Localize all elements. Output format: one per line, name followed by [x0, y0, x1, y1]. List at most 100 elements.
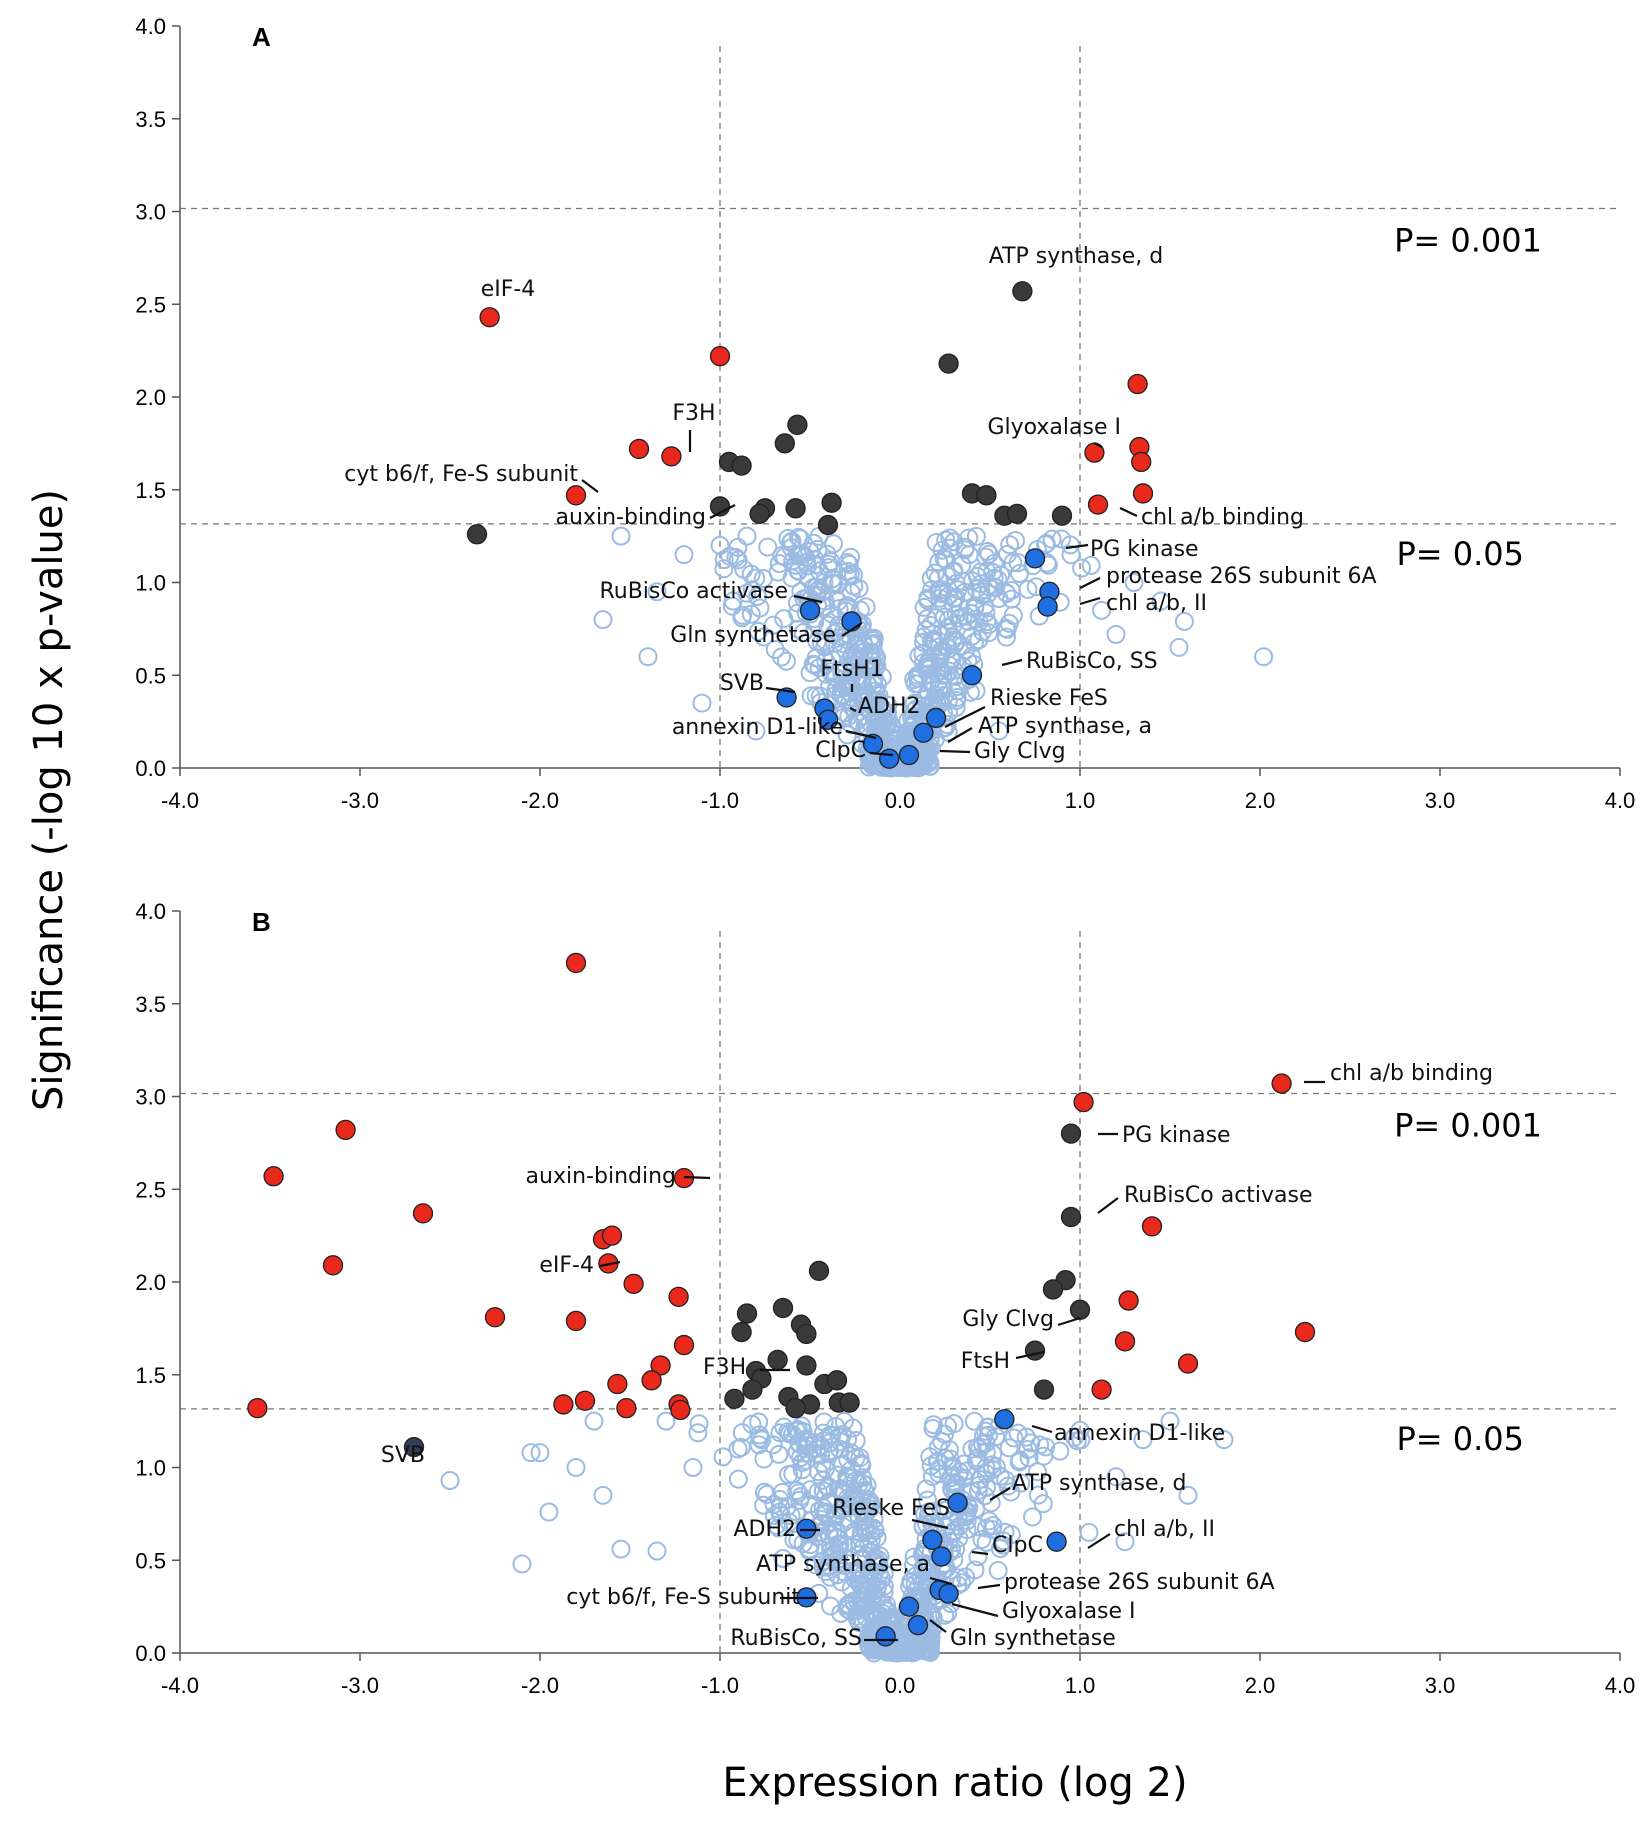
point-significant-other: [731, 455, 752, 476]
cloud-point: [936, 637, 956, 657]
annotation-labels: eIF-4 F3H cyt b6/f, Fe-S subunit auxin-bind…: [344, 244, 1376, 764]
cloud-point: [918, 652, 938, 672]
series-upregulated-significant: [247, 952, 1316, 1421]
point-significant-other: [1060, 1206, 1082, 1228]
point-upregulated-significant: [709, 346, 731, 367]
panel-letter: A: [252, 22, 271, 52]
point-upregulated-significant: [335, 1119, 356, 1141]
cloud-point: [826, 1416, 846, 1436]
cloud-point: [821, 1596, 841, 1616]
x-tick-label: -2.0: [521, 1673, 559, 1698]
cloud-point: [838, 1450, 858, 1470]
point-upregulated-significant: [247, 1397, 268, 1419]
cloud-point: [750, 1428, 770, 1448]
protein-label: SVB: [720, 671, 764, 696]
x-tick-label: 0.0: [885, 1673, 916, 1698]
cloud-point: [979, 1511, 999, 1531]
protein-label: SVB: [381, 1443, 425, 1468]
cloud-point: [692, 693, 712, 713]
cloud-point: [822, 649, 842, 669]
point-upregulated-significant: [1132, 483, 1154, 504]
cloud-point: [789, 1483, 809, 1503]
cloud-point: [769, 554, 789, 574]
cloud-point: [851, 1453, 871, 1473]
cloud-point: [683, 1458, 703, 1477]
protein-label: FtsH1: [820, 657, 883, 682]
protein-label: ADH2: [858, 694, 921, 719]
leader-line: [1093, 442, 1103, 448]
cloud-point: [728, 1439, 748, 1459]
point-upregulated-significant: [1114, 1331, 1136, 1352]
cloud-point: [837, 1472, 857, 1492]
series-upregulated-significant: [479, 307, 1154, 515]
point-upregulated-significant: [668, 1286, 689, 1307]
point-upregulated-significant: [1177, 1353, 1199, 1374]
cloud-point: [1071, 1430, 1091, 1450]
leader-line: [683, 1175, 711, 1180]
y-tick-label: 0.5: [135, 663, 166, 688]
protein-label: F3H: [672, 401, 715, 426]
cloud-point: [918, 588, 938, 608]
point-upregulated-significant: [623, 1273, 644, 1295]
cloud-point: [1115, 1532, 1135, 1552]
point-highlighted: [994, 1409, 1015, 1430]
y-tick-label: 1.0: [135, 1456, 166, 1481]
cloud-point: [811, 633, 831, 653]
cloud-point: [539, 1502, 559, 1522]
cloud-point: [713, 1447, 733, 1467]
point-upregulated-significant: [484, 1307, 506, 1328]
leader-line: [1079, 596, 1101, 606]
cloud-point: [521, 1443, 541, 1463]
cloud-point: [813, 1551, 833, 1571]
cloud-point: [962, 571, 982, 591]
leader-line: [947, 727, 973, 743]
p001-label: P= 0.001: [1394, 1107, 1542, 1145]
point-significant-other: [821, 492, 842, 513]
cloud-point: [949, 608, 969, 628]
cloud-point: [952, 636, 972, 656]
point-upregulated-significant: [322, 1255, 344, 1276]
point-highlighted: [961, 665, 983, 686]
cloud-point: [741, 604, 761, 624]
cloud-point: [819, 1444, 839, 1464]
cloud-point: [930, 647, 950, 667]
cloud-point: [737, 526, 757, 546]
leader-line: [977, 1583, 1001, 1590]
x-axis-title: Expression ratio (log 2): [722, 1760, 1187, 1806]
cloud-point: [829, 1427, 849, 1447]
point-significant-other: [817, 514, 839, 536]
cloud-point: [863, 670, 883, 690]
point-significant-other: [736, 1303, 758, 1324]
cloud-point: [861, 1573, 881, 1593]
cloud-point: [1036, 534, 1056, 554]
y-tick-label: 0.0: [135, 1641, 166, 1666]
y-tick-label: 1.0: [135, 571, 166, 596]
panel-b: 0.0 0.5 1.0 1.5 2.0 2.5 3.0 3.5 4.0 -4.0 -3.0 -2.0 -…: [135, 899, 1635, 1698]
point-significant-other: [1006, 503, 1028, 525]
protein-label: Gly Clvg: [962, 1307, 1054, 1332]
cloud-point: [728, 1469, 748, 1489]
leader-line: [989, 1487, 1011, 1501]
cloud-point: [999, 1438, 1019, 1458]
protein-label: cyt b6/f, Fe-S subunit: [566, 1585, 800, 1610]
point-highlighted: [922, 1529, 943, 1550]
cloud-point: [820, 662, 840, 682]
cloud-point: [976, 1464, 996, 1484]
point-upregulated-significant: [553, 1394, 574, 1415]
cloud-point: [923, 1418, 943, 1438]
nonsignificant-cloud: [440, 1411, 1234, 1663]
cloud-point: [638, 647, 658, 667]
point-significant-other: [767, 1349, 788, 1371]
cloud-point: [809, 1462, 829, 1482]
protein-label: FtsH: [961, 1349, 1010, 1374]
cloud-point: [796, 547, 816, 567]
cloud-point: [720, 546, 740, 566]
x-tick-label: -1.0: [701, 1673, 739, 1698]
cloud-point: [984, 568, 1004, 588]
cloud-point: [1060, 535, 1080, 555]
cloud-point: [986, 578, 1006, 598]
point-highlighted: [907, 1615, 929, 1636]
cloud-point: [647, 1541, 667, 1561]
cloud-point: [857, 1569, 877, 1589]
